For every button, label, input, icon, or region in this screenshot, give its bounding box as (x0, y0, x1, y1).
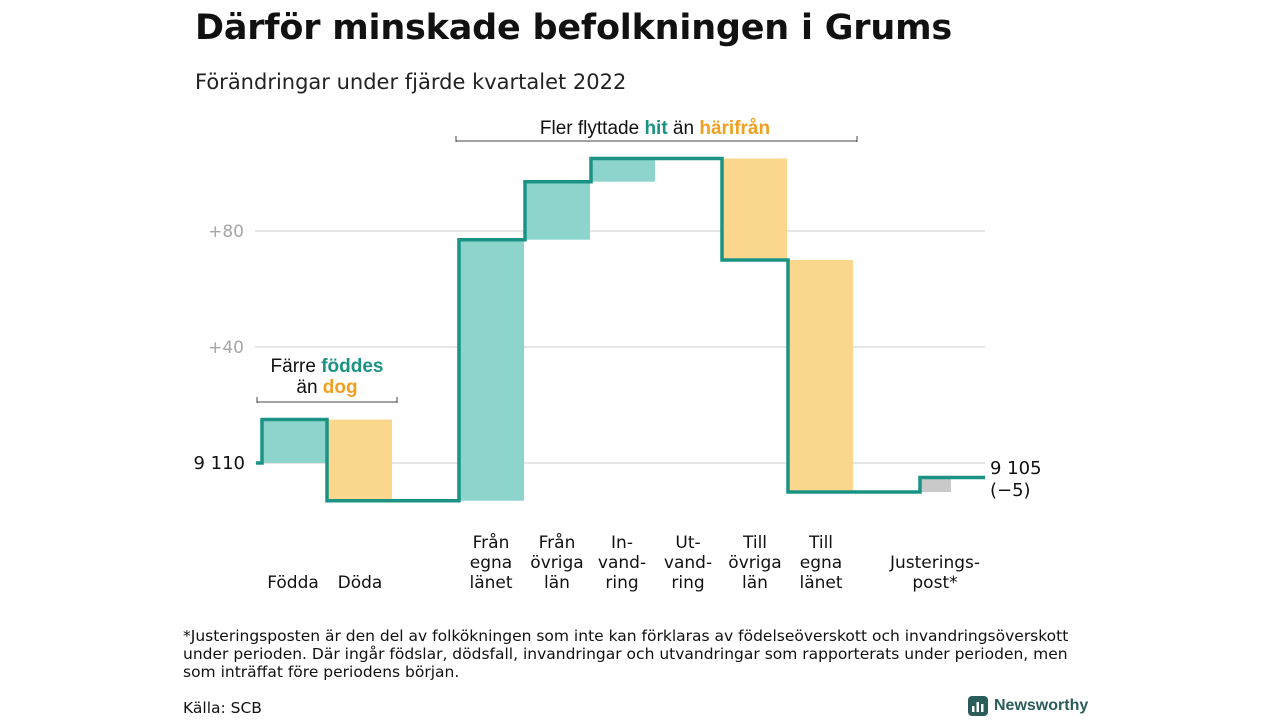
bar-2 (460, 239, 524, 501)
category-label: Till övriga län (728, 533, 781, 593)
step-line-group (256, 156, 985, 503)
moves-annotation-highlight-2: härifrån (699, 118, 770, 139)
bars (263, 158, 951, 501)
category-label: Ut-vand-ring (664, 533, 712, 593)
moves-annotation-text-2: än (668, 118, 700, 139)
births-annotation-highlight-1: föddes (321, 356, 383, 377)
chart-subtitle: Förändringar under fjärde kvartalet 2022 (195, 70, 627, 94)
end-change-label: (−5) (990, 480, 1031, 501)
step-line (256, 156, 985, 503)
category-label: Från övriga län (530, 532, 583, 593)
start-value-label: 9 110 (193, 453, 245, 474)
category-label: Justerings-post* (889, 553, 980, 593)
y-tick-label: +40 (208, 338, 244, 358)
category-label: Till egna länet (799, 533, 842, 593)
moves-annotation-text-1: Fler flyttade (540, 118, 645, 139)
moves-annotation: Fler flyttade hit än härifrån (455, 118, 858, 142)
category-labels: Födda Döda Från egna länet Från övriga län In-va… (267, 532, 980, 593)
source-label: Källa: SCB (183, 699, 262, 717)
category-label: Döda (338, 573, 383, 593)
waterfall-chart: +40 +80 Födda Döda Från egna länet Från övriga l… (193, 118, 1042, 593)
births-annotation-text-2: än (296, 377, 322, 398)
births-bracket (256, 397, 398, 403)
moves-bracket (455, 136, 858, 142)
svg-text:Färre föddes: Färre föddes (271, 356, 384, 377)
births-annotation: Färre föddes än dog (256, 356, 398, 403)
bar-0 (263, 419, 326, 463)
births-annotation-highlight-2: dog (323, 377, 358, 398)
bar-4 (592, 158, 655, 182)
bar-1 (328, 419, 392, 501)
brand-logo[interactable]: Newsworthy (968, 696, 1088, 716)
bar-6 (723, 158, 787, 260)
bar-8 (921, 477, 951, 492)
brand-name: Newsworthy (994, 697, 1089, 714)
bar-7 (789, 260, 853, 492)
y-tick-label: +80 (208, 222, 244, 242)
svg-text:Fler flyttade hit än härifrån: Fler flyttade hit än härifrån (540, 118, 770, 139)
bar-chart-logo-icon (968, 696, 988, 716)
category-label: Från egna länet (469, 532, 512, 593)
footnote: *Justeringsposten är den del av folkökni… (183, 627, 1069, 681)
moves-annotation-highlight-1: hit (644, 118, 668, 139)
svg-text:än dog: än dog (296, 377, 357, 398)
category-label: Födda (267, 573, 319, 593)
chart-title: Därför minskade befolkningen i Grums (195, 8, 952, 48)
bar-3 (526, 181, 590, 240)
category-label: In-vand-ring (598, 533, 646, 593)
end-value-label: 9 105 (990, 458, 1042, 479)
births-annotation-text-1: Färre (271, 356, 322, 377)
